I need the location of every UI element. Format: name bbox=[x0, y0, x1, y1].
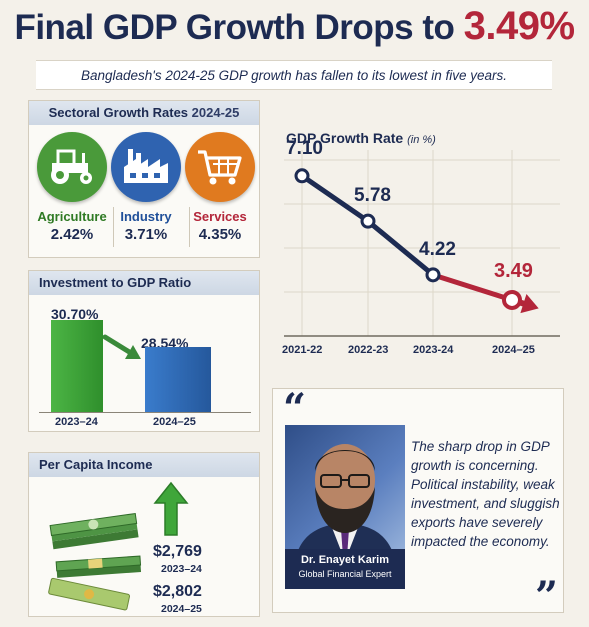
tractor-icon bbox=[37, 132, 107, 202]
subtitle: Bangladesh's 2024-25 GDP growth has fall… bbox=[36, 60, 552, 90]
sector-name: Industry bbox=[120, 209, 172, 224]
chart-title: GDP Growth Rate (in %) bbox=[286, 130, 436, 146]
data-label-2021-22: 7.10 bbox=[286, 137, 323, 159]
investment-header: Investment to GDP Ratio bbox=[29, 271, 259, 295]
investment-baseline bbox=[39, 412, 251, 413]
headline: Final GDP Growth Drops to 3.49% bbox=[0, 4, 589, 49]
quote-text: The sharp drop in GDP growth is concerni… bbox=[411, 439, 560, 549]
close-quote-icon: ” bbox=[535, 573, 559, 620]
bar-category-label: 2023–24 bbox=[55, 416, 98, 428]
sector-value: 3.71% bbox=[124, 226, 168, 243]
expert-name: Dr. Enayet Karim bbox=[300, 554, 390, 566]
income-year: 2023–24 bbox=[161, 563, 202, 575]
drop-arrow-icon bbox=[520, 294, 539, 314]
quote-box: “ Dr. Enayet Karim Global Financial Expe… bbox=[272, 385, 564, 620]
bar-value-label: 30.70% bbox=[51, 306, 99, 322]
chart-title-text: GDP Growth Rate bbox=[286, 130, 404, 146]
sector-value: 2.42% bbox=[50, 226, 94, 243]
income-value: $2,769 bbox=[153, 543, 202, 560]
sectoral-year: 2024-25 bbox=[191, 105, 240, 120]
income-year: 2024–25 bbox=[161, 603, 202, 615]
data-label-2023-24: 4.22 bbox=[419, 238, 456, 260]
shopping-cart-icon bbox=[185, 132, 255, 202]
headline-prefix: Final GDP Growth Drops to bbox=[14, 8, 464, 47]
x-tick-label: 2023-24 bbox=[413, 344, 454, 356]
data-point-2024–25 bbox=[502, 289, 522, 310]
income-header: Per Capita Income bbox=[29, 453, 259, 477]
bar-category-label: 2024–25 bbox=[153, 416, 196, 428]
income-panel: Per Capita Income $2,769 2023–24 $2,802 … bbox=[28, 452, 260, 617]
sectoral-header: Sectoral Growth Rates 2024-25 bbox=[29, 101, 259, 125]
gdp-line-chart bbox=[284, 150, 560, 337]
data-label-2022-23: 5.78 bbox=[354, 185, 391, 207]
up-arrow-icon bbox=[153, 481, 189, 536]
expert-nameplate: Dr. Enayet Karim Global Financial Expert bbox=[285, 549, 405, 589]
x-tick-label: 2024–25 bbox=[492, 344, 535, 356]
sectoral-title: Sectoral Growth Rates bbox=[48, 105, 189, 120]
investment-bar-2023-24 bbox=[51, 320, 103, 412]
sector-agriculture: Agriculture 2.42% bbox=[37, 132, 107, 243]
investment-panel: Investment to GDP Ratio 30.70% 28.54% 20… bbox=[28, 270, 260, 432]
data-label-2024–25: 3.49 bbox=[494, 259, 533, 282]
sector-divider bbox=[113, 207, 114, 247]
data-point-2021-22 bbox=[294, 168, 310, 184]
data-point-2023-24 bbox=[425, 267, 441, 283]
sectoral-panel: Sectoral Growth Rates 2024-25 Agricultur… bbox=[28, 100, 260, 258]
income-value: $2,802 bbox=[153, 583, 202, 600]
sector-name: Services bbox=[193, 209, 247, 224]
open-quote-icon: “ bbox=[283, 385, 307, 432]
headline-accent: 3.49% bbox=[463, 4, 575, 48]
sector-industry: Industry 3.71% bbox=[111, 132, 181, 243]
money-stack-icon bbox=[48, 512, 142, 611]
sector-services: Services 4.35% bbox=[185, 132, 255, 243]
expert-role: Global Financial Expert bbox=[298, 569, 392, 579]
factory-icon bbox=[111, 132, 181, 202]
sector-divider bbox=[189, 207, 190, 247]
x-tick-label: 2022-23 bbox=[348, 344, 389, 356]
sector-value: 4.35% bbox=[198, 226, 242, 243]
data-point-2022-23 bbox=[360, 213, 376, 229]
sector-name: Agriculture bbox=[37, 209, 107, 224]
investment-bar-2024-25 bbox=[145, 347, 211, 412]
down-arrow-icon bbox=[103, 334, 141, 359]
chart-unit: (in %) bbox=[407, 134, 436, 146]
gdp-series-drop-segment bbox=[432, 272, 513, 303]
x-tick-label: 2021-22 bbox=[282, 344, 323, 356]
